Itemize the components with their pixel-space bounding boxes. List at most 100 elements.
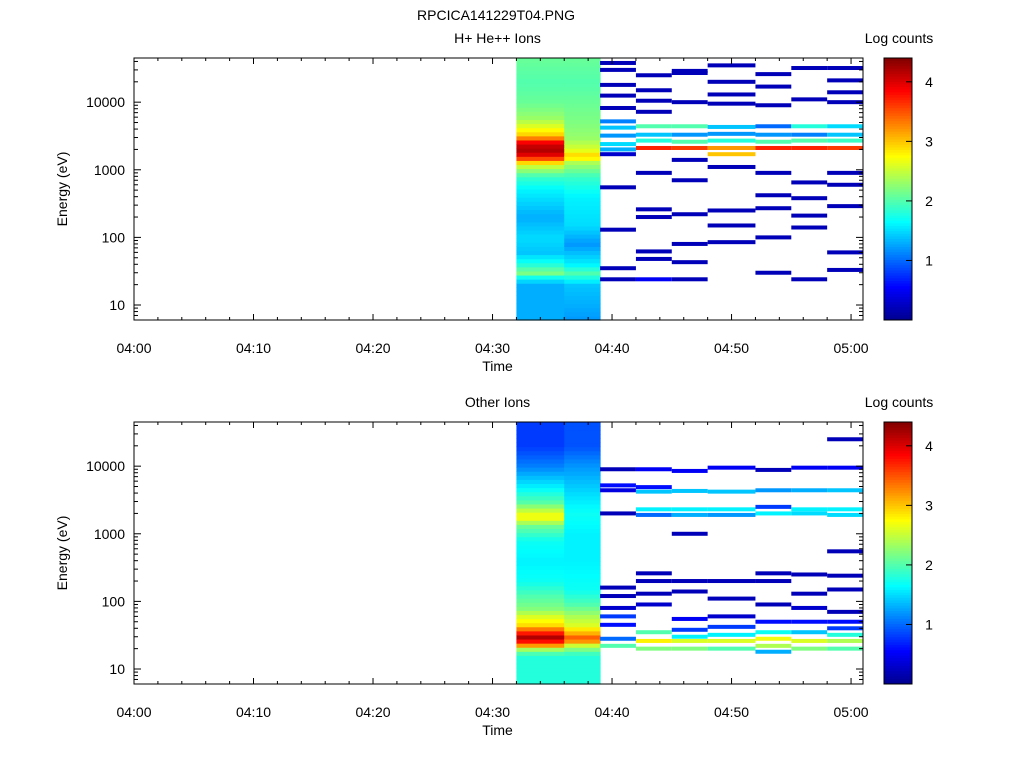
energy-line bbox=[707, 512, 756, 517]
energy-cell bbox=[564, 148, 601, 153]
colorbar-cell bbox=[884, 424, 912, 428]
energy-line bbox=[635, 507, 672, 512]
energy-line bbox=[827, 437, 863, 442]
energy-line bbox=[755, 619, 792, 624]
colorbar-cell bbox=[884, 303, 912, 308]
energy-cell bbox=[564, 569, 601, 575]
colorbar-cell bbox=[884, 534, 912, 538]
energy-cell bbox=[516, 573, 565, 579]
energy-cell bbox=[516, 483, 565, 489]
energy-line bbox=[791, 213, 828, 218]
colorbar-tick-label: 3 bbox=[925, 497, 933, 513]
colorbar-cell bbox=[884, 183, 912, 187]
energy-cell bbox=[564, 679, 601, 685]
energy-cell bbox=[516, 659, 565, 665]
colorbar-cell bbox=[884, 76, 912, 80]
colorbar-cell bbox=[884, 610, 912, 614]
colorbar-cell bbox=[884, 432, 912, 436]
energy-line bbox=[635, 646, 672, 651]
y-tick-label: 10 bbox=[109, 661, 125, 677]
colorbar-cell bbox=[884, 660, 912, 664]
colorbar-cell bbox=[884, 272, 912, 276]
energy-line bbox=[635, 591, 672, 596]
energy-line bbox=[600, 483, 636, 488]
energy-cell bbox=[516, 569, 565, 575]
colorbar-tick-label: 4 bbox=[925, 74, 933, 90]
energy-line bbox=[635, 579, 672, 584]
colorbar-cell bbox=[884, 57, 912, 61]
colorbar-cell bbox=[884, 670, 912, 674]
energy-cell bbox=[516, 467, 565, 472]
colorbar-cell bbox=[884, 65, 912, 69]
panel-title: H+ He++ Ions bbox=[454, 30, 541, 46]
energy-cell bbox=[564, 626, 601, 632]
colorbar-cell bbox=[884, 586, 912, 590]
colorbar-cell bbox=[884, 607, 912, 611]
energy-line bbox=[791, 591, 828, 596]
energy-line bbox=[707, 63, 756, 68]
energy-cell bbox=[564, 119, 601, 125]
energy-cell bbox=[564, 62, 601, 67]
energy-cell bbox=[564, 647, 601, 652]
colorbar-cell bbox=[884, 495, 912, 499]
energy-cell bbox=[564, 467, 601, 472]
energy-line bbox=[600, 133, 636, 138]
energy-line bbox=[827, 619, 863, 624]
energy-cell bbox=[516, 581, 565, 587]
energy-cell bbox=[564, 434, 601, 439]
energy-cell bbox=[564, 450, 601, 456]
energy-cell bbox=[564, 193, 601, 198]
energy-cell bbox=[516, 643, 565, 648]
colorbar-cell bbox=[884, 73, 912, 77]
energy-cell bbox=[564, 577, 601, 583]
energy-line bbox=[791, 124, 828, 129]
colorbar-cell bbox=[884, 238, 912, 242]
colorbar-cell bbox=[884, 563, 912, 567]
energy-line bbox=[600, 605, 636, 610]
colorbar-cell bbox=[884, 487, 912, 491]
energy-cell bbox=[564, 454, 601, 460]
colorbar-cell bbox=[884, 104, 912, 109]
energy-cell bbox=[516, 299, 565, 305]
energy-cell bbox=[516, 438, 565, 444]
energy-cell bbox=[516, 557, 565, 562]
energy-cell bbox=[516, 127, 565, 133]
energy-cell bbox=[564, 242, 601, 247]
energy-cell bbox=[516, 622, 565, 628]
energy-cell bbox=[564, 475, 601, 480]
colorbar-cell bbox=[884, 458, 912, 462]
colorbar-cell bbox=[884, 81, 912, 85]
colorbar-cell bbox=[884, 421, 912, 425]
colorbar-cell bbox=[884, 207, 912, 211]
colorbar-tick-label: 1 bbox=[925, 616, 933, 632]
energy-cell bbox=[564, 548, 601, 554]
colorbar-cell bbox=[884, 602, 912, 606]
colorbar-cell bbox=[884, 578, 912, 583]
energy-cell bbox=[564, 189, 601, 194]
energy-cell bbox=[516, 430, 565, 435]
colorbar-cell bbox=[884, 230, 912, 234]
energy-line bbox=[600, 147, 636, 152]
energy-cell bbox=[516, 675, 565, 681]
colorbar-cell bbox=[884, 497, 912, 501]
time-bin-1 bbox=[564, 422, 601, 685]
colorbar-cell bbox=[884, 144, 912, 148]
energy-line bbox=[600, 82, 636, 87]
colorbar-cell bbox=[884, 141, 912, 145]
energy-cell bbox=[516, 262, 565, 268]
colorbar-cell bbox=[884, 94, 912, 98]
x-axis-label: Time bbox=[482, 358, 513, 374]
energy-cell bbox=[564, 638, 601, 644]
energy-line bbox=[791, 630, 828, 635]
energy-line bbox=[755, 124, 792, 129]
energy-cell bbox=[516, 254, 565, 260]
energy-line bbox=[671, 139, 708, 144]
colorbar-cell bbox=[884, 455, 912, 459]
panel-title: Other Ions bbox=[465, 394, 530, 410]
energy-cell bbox=[564, 557, 601, 562]
colorbar-cell bbox=[884, 288, 912, 292]
colorbar-cell bbox=[884, 568, 912, 572]
energy-cell bbox=[516, 266, 565, 272]
energy-cell bbox=[516, 156, 565, 161]
energy-cell bbox=[516, 516, 565, 521]
